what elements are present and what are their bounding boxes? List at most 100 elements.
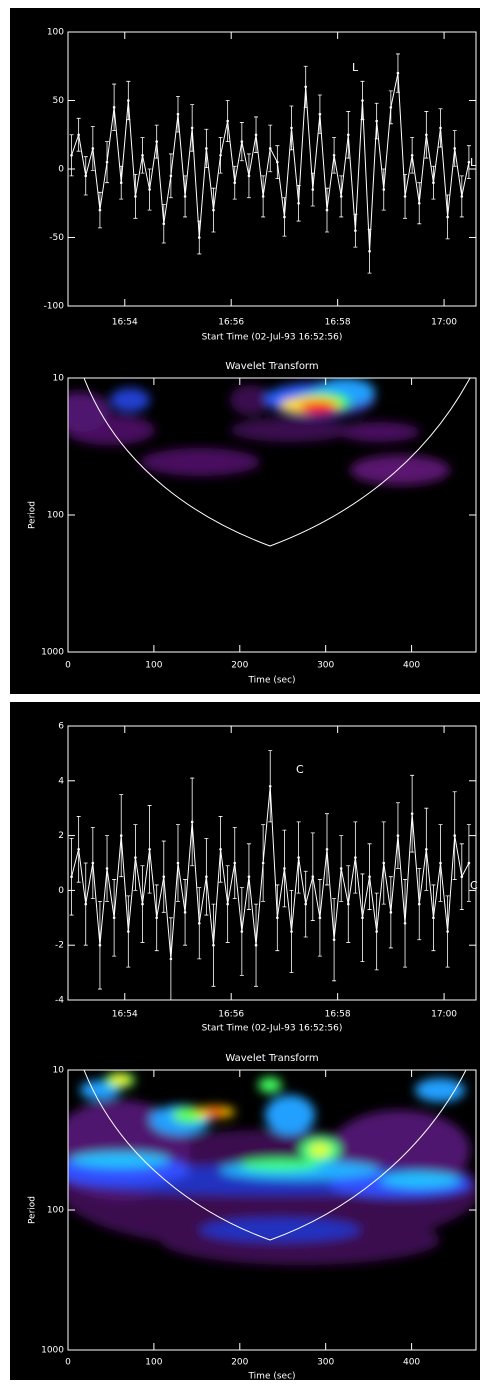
y-tick-label: 4	[58, 776, 64, 786]
x-tick-label: 16:56	[218, 318, 244, 328]
data-point	[70, 154, 73, 157]
data-point	[276, 160, 279, 164]
data-point	[197, 236, 201, 239]
data-point	[318, 916, 322, 920]
y-tick-label: 50	[53, 96, 65, 106]
y-tick-label: 1000	[41, 1346, 64, 1356]
x-tick-label: 16:56	[218, 1010, 244, 1020]
data-point	[183, 195, 187, 198]
data-point	[190, 126, 194, 130]
data-point	[460, 195, 464, 198]
data-point	[304, 902, 308, 906]
data-point	[226, 902, 229, 906]
y-tick-label: 2	[58, 831, 64, 841]
data-point	[382, 861, 386, 865]
data-point	[382, 188, 386, 191]
x-tick-label: 17:00	[431, 318, 457, 328]
data-point	[311, 875, 315, 878]
data-point	[332, 154, 336, 157]
data-point	[425, 133, 428, 137]
data-point	[183, 911, 187, 914]
data-point	[304, 85, 308, 89]
data-point	[346, 133, 350, 137]
y-tick-label: -100	[44, 302, 65, 312]
x-tick-label: 300	[317, 1358, 334, 1368]
data-point	[127, 930, 130, 933]
data-point	[155, 916, 158, 920]
data-point	[439, 126, 442, 130]
x-tick-label: 16:54	[112, 1010, 138, 1020]
x-tick-label: 200	[231, 661, 248, 671]
annotation: C	[296, 763, 304, 776]
data-point	[84, 174, 88, 178]
data-point	[261, 861, 265, 865]
data-point	[134, 195, 137, 198]
data-point	[261, 195, 265, 198]
y-tick-label: 100	[47, 511, 64, 521]
x-tick-label: 300	[317, 661, 334, 671]
data-point	[205, 875, 208, 878]
annotation: L	[352, 61, 359, 74]
data-point	[339, 867, 343, 870]
cone-of-influence	[83, 378, 471, 547]
y-tick-label: -4	[55, 996, 64, 1006]
data-point	[290, 126, 293, 130]
data-point	[460, 875, 464, 878]
x-tick-label: 200	[231, 1358, 248, 1368]
data-point	[91, 861, 95, 865]
power-region	[200, 1218, 360, 1242]
data-point	[332, 938, 336, 942]
y-tick-label: 6	[58, 722, 64, 732]
power-region	[258, 1077, 282, 1093]
chart-title: Wavelet Transform	[225, 361, 318, 372]
data-point	[233, 861, 237, 865]
data-point	[268, 147, 272, 150]
data-point	[354, 229, 357, 232]
data-point	[354, 856, 357, 859]
data-point	[247, 174, 251, 178]
data-point	[212, 208, 215, 212]
power-region	[140, 448, 260, 476]
data-point	[439, 861, 442, 865]
cone-of-influence	[83, 1070, 467, 1241]
x-axis-label: Start Time (02-Jul-93 16:52:56)	[202, 333, 343, 343]
data-point	[119, 834, 123, 837]
power-region	[340, 422, 420, 442]
data-point	[254, 133, 258, 137]
wavelet-power-blobs	[68, 1072, 476, 1265]
data-point	[162, 222, 166, 226]
panel-background	[10, 8, 480, 694]
power-region	[415, 1078, 465, 1102]
data-point	[389, 911, 393, 914]
data-point	[368, 249, 371, 253]
x-tick-label: 16:58	[325, 1010, 351, 1020]
power-region	[70, 1152, 170, 1168]
x-tick-label: 0	[65, 661, 71, 671]
data-point	[148, 848, 151, 851]
data-point	[410, 154, 414, 157]
data-point	[240, 140, 244, 143]
data-point	[311, 188, 315, 191]
power-region	[110, 1075, 130, 1085]
data-point	[98, 208, 102, 212]
data-point	[141, 154, 144, 157]
data-point	[453, 834, 457, 837]
plot-frame	[67, 725, 477, 1001]
data-point	[240, 930, 244, 933]
power-region	[240, 1159, 320, 1171]
data-point	[176, 861, 180, 865]
data-point	[112, 916, 116, 920]
x-tick-label: 100	[145, 661, 162, 671]
data-point	[403, 921, 407, 925]
data-point	[169, 957, 173, 961]
data-point	[91, 147, 95, 150]
power-region	[310, 1144, 330, 1156]
data-point	[453, 147, 457, 150]
data-point	[467, 160, 471, 164]
y-tick-label: 10	[53, 1066, 65, 1076]
x-axis-label: Start Time (02-Jul-93 16:52:56)	[202, 1024, 343, 1034]
data-point	[77, 133, 80, 137]
data-point	[119, 181, 123, 184]
data-point	[226, 119, 229, 123]
